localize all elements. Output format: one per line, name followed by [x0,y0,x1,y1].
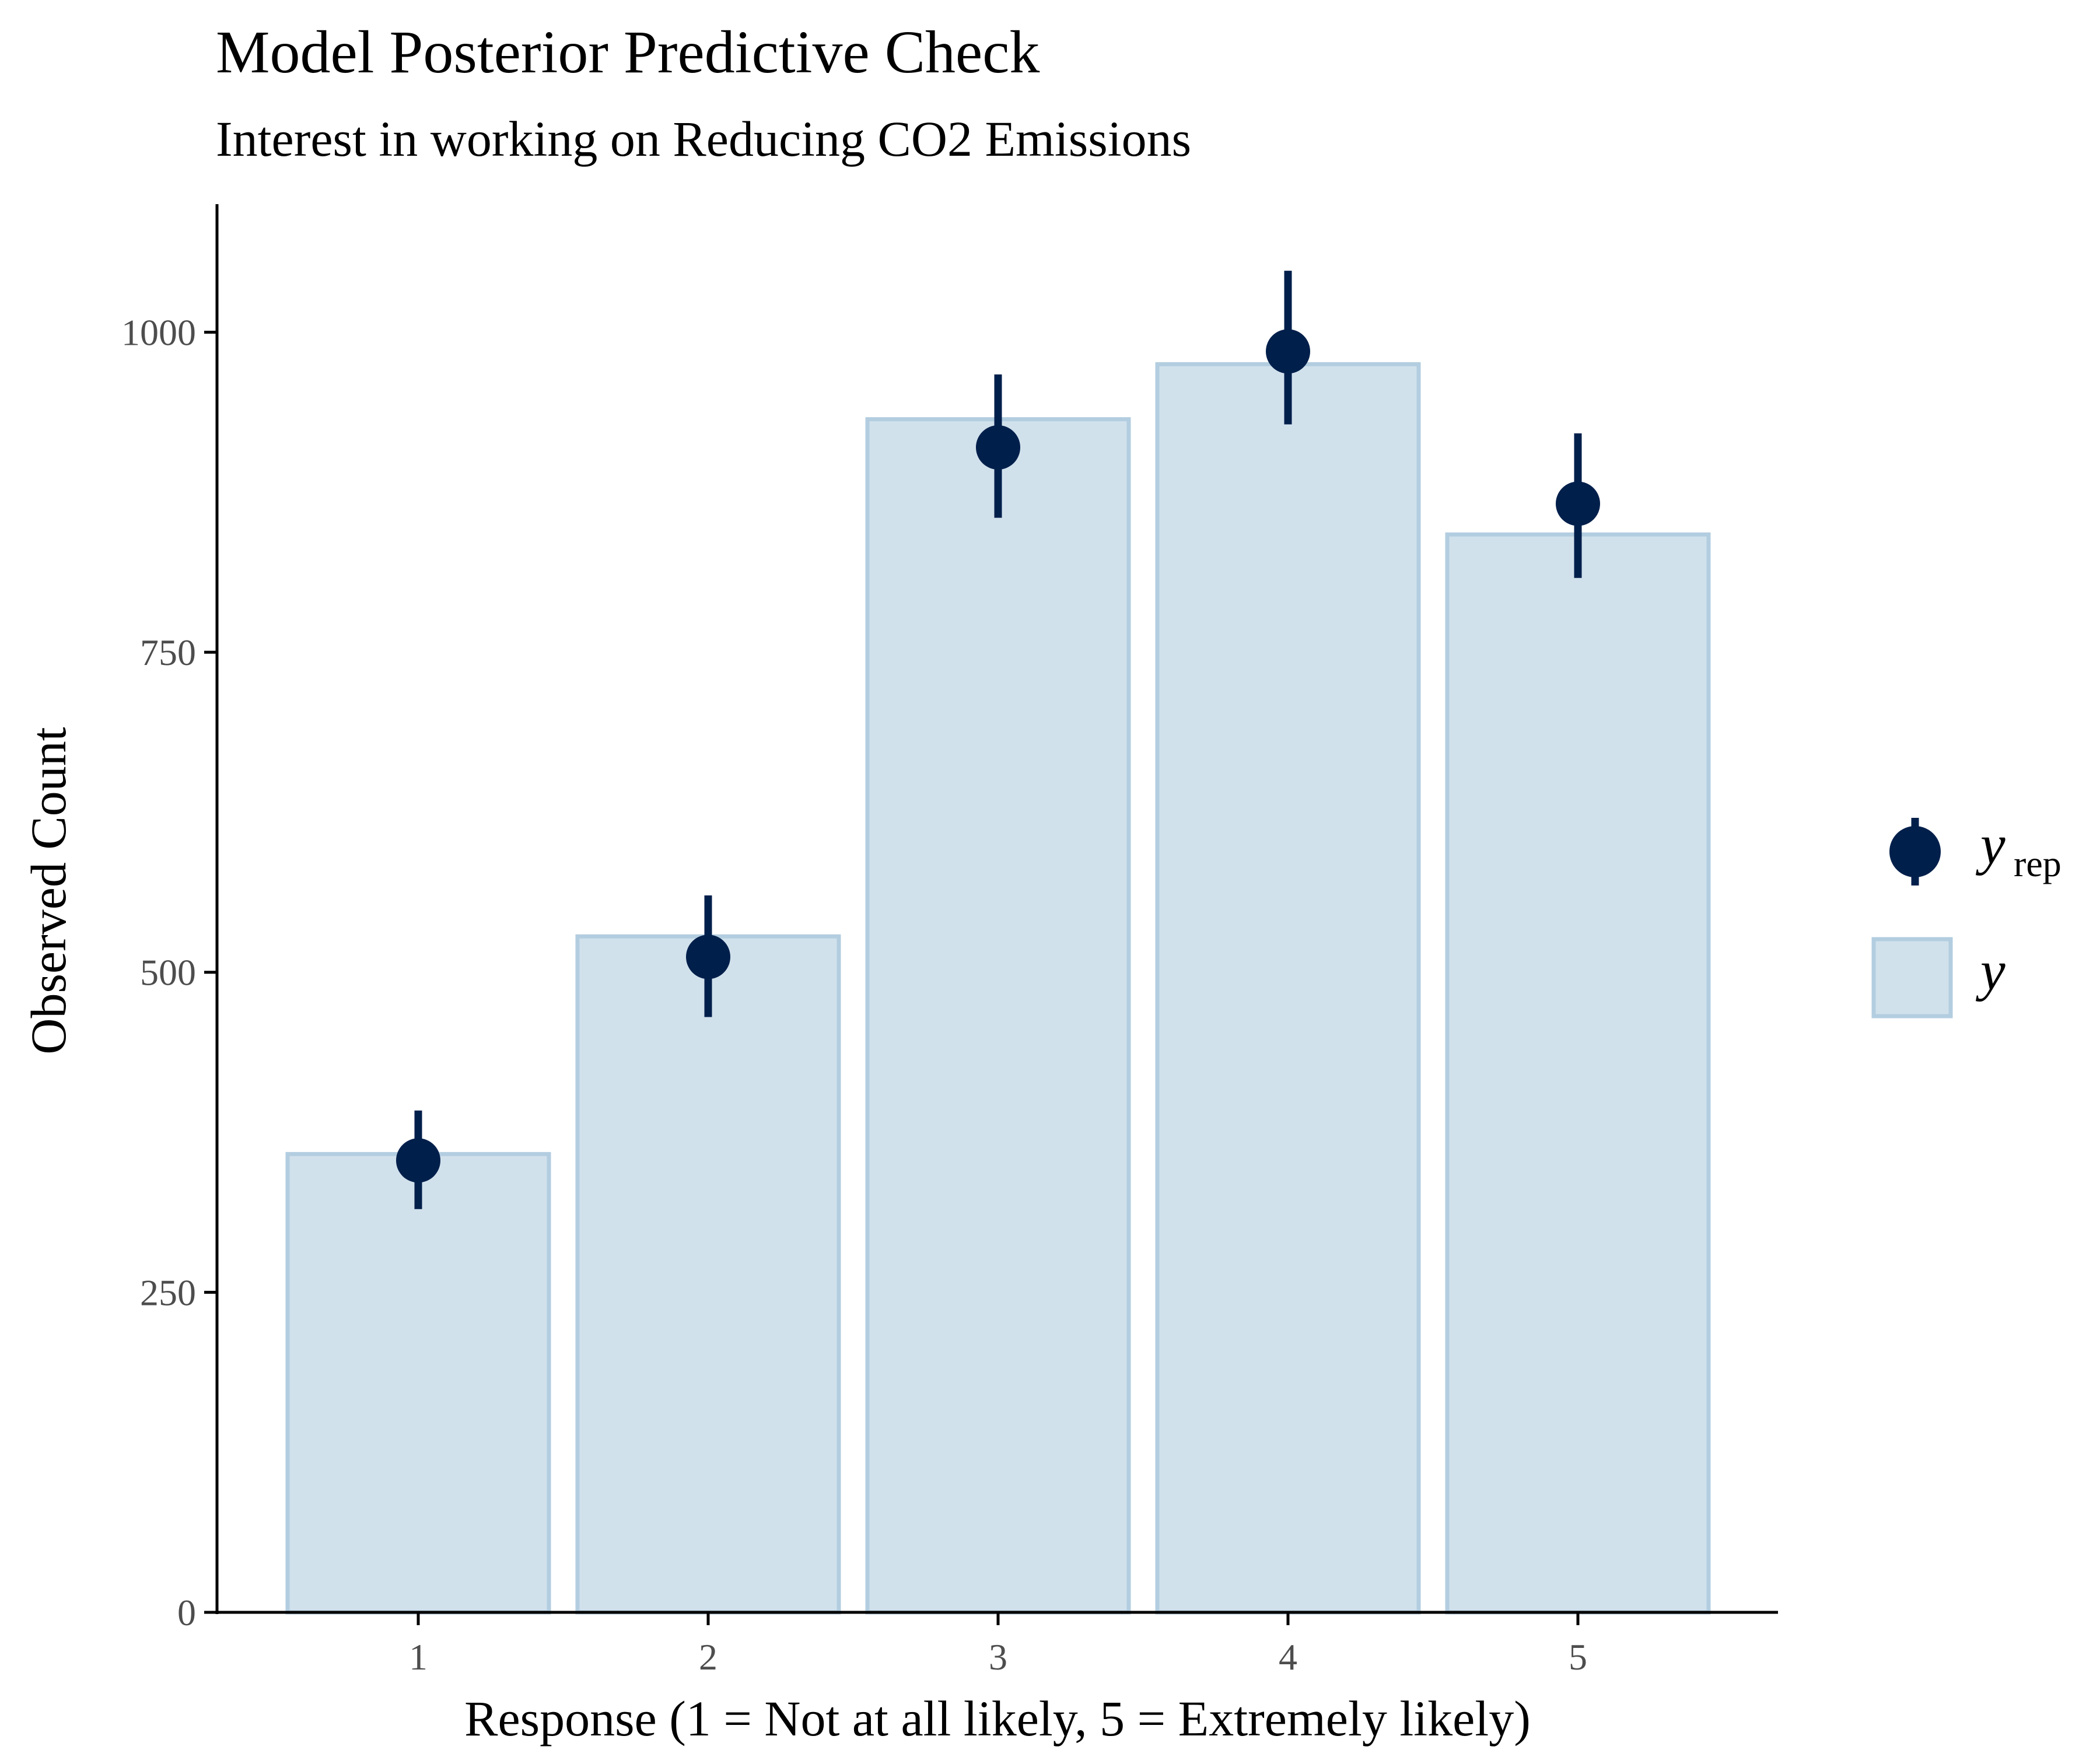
x-axis-label: Response (1 = Not at all likely, 5 = Ext… [464,1690,1531,1746]
x-axis-ticks: 1 2 3 4 5 [409,1612,1587,1678]
chart-subtitle: Interest in working on Reducing CO2 Emis… [216,111,1192,167]
bar-5 [1445,532,1711,1615]
x-tick-label: 2 [699,1636,718,1678]
x-tick-label: 3 [989,1636,1007,1678]
bar-2 [575,934,841,1615]
legend-yrep-label: y [1975,813,2006,876]
legend-y-swatch [1871,937,1953,1019]
x-tick-label: 1 [409,1636,428,1678]
y-tick-label: 250 [140,1272,196,1313]
point-2 [686,935,730,979]
bars-layer [285,362,1711,1615]
y-axis-label: Observed Count [20,727,76,1054]
bar-1 [285,1152,551,1615]
point-5 [1556,481,1600,526]
y-axis-ticks: 0 250 500 750 1000 [121,312,217,1633]
y-tick-label: 0 [177,1592,196,1633]
points-layer [396,271,1600,1209]
y-tick-label: 750 [140,632,196,673]
point-4 [1266,329,1310,374]
x-tick-label: 5 [1569,1636,1587,1678]
point-1 [396,1138,440,1183]
bar-3 [865,417,1131,1615]
legend-yrep-subscript: rep [2014,843,2062,884]
legend-y-label: y [1975,939,2006,1002]
legend-yrep-point [1889,826,1941,877]
point-3 [976,425,1020,470]
y-tick-label: 500 [140,952,196,993]
bar-4 [1155,362,1421,1615]
chart-title: Model Posterior Predictive Check [216,19,1040,86]
x-tick-label: 4 [1279,1636,1297,1678]
y-tick-label: 1000 [121,312,196,353]
